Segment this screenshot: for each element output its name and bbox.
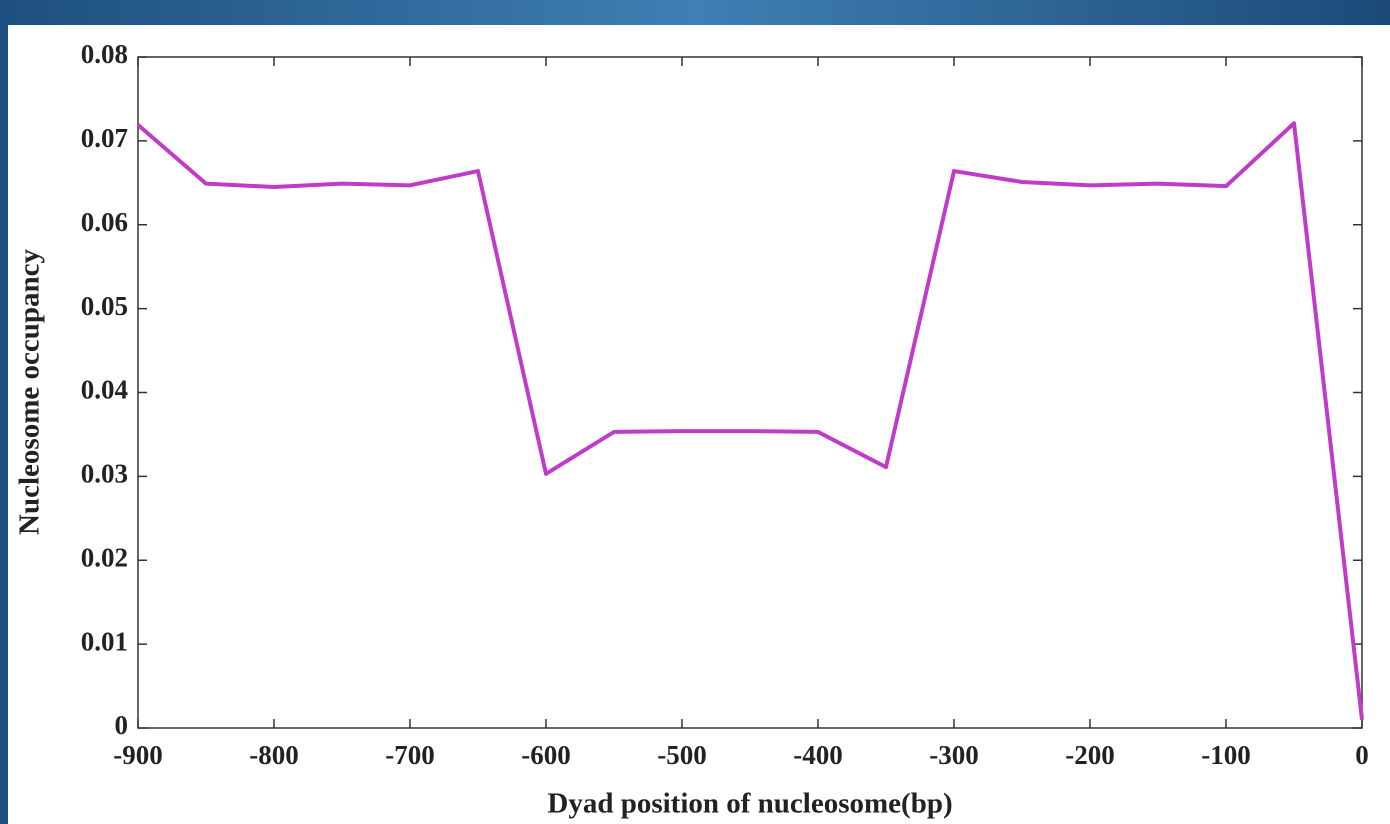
y-tick-label: 0.08 (81, 39, 128, 69)
x-tick-label: -900 (113, 740, 163, 770)
x-tick-label: -700 (385, 740, 435, 770)
y-tick-label: 0.06 (81, 207, 128, 237)
y-tick-label: 0.07 (81, 123, 128, 153)
x-tick-label: -500 (657, 740, 707, 770)
y-axis-label: Nucleosome occupancy (14, 249, 46, 535)
y-tick-label: 0.02 (81, 542, 128, 572)
x-tick-label: -800 (249, 740, 299, 770)
x-tick-label: -400 (793, 740, 843, 770)
y-tick-label: 0.03 (81, 459, 128, 489)
y-tick-label: 0.05 (81, 291, 128, 321)
y-tick-label: 0.04 (81, 375, 128, 405)
chart: Dyad position of nucleosome(bp) Nucleoso… (0, 0, 1390, 824)
panel (8, 25, 1390, 824)
page: {"chart_data": {"type": "line", "xlabel"… (0, 0, 1390, 824)
x-tick-label: -600 (521, 740, 571, 770)
x-axis-label: Dyad position of nucleosome(bp) (547, 788, 952, 820)
x-tick-label: -200 (1065, 740, 1115, 770)
x-tick-label: 0 (1355, 740, 1369, 770)
x-tick-label: -100 (1201, 740, 1251, 770)
x-tick-label: -300 (929, 740, 979, 770)
y-tick-label: 0.01 (81, 626, 128, 656)
y-tick-label: 0 (115, 710, 129, 740)
